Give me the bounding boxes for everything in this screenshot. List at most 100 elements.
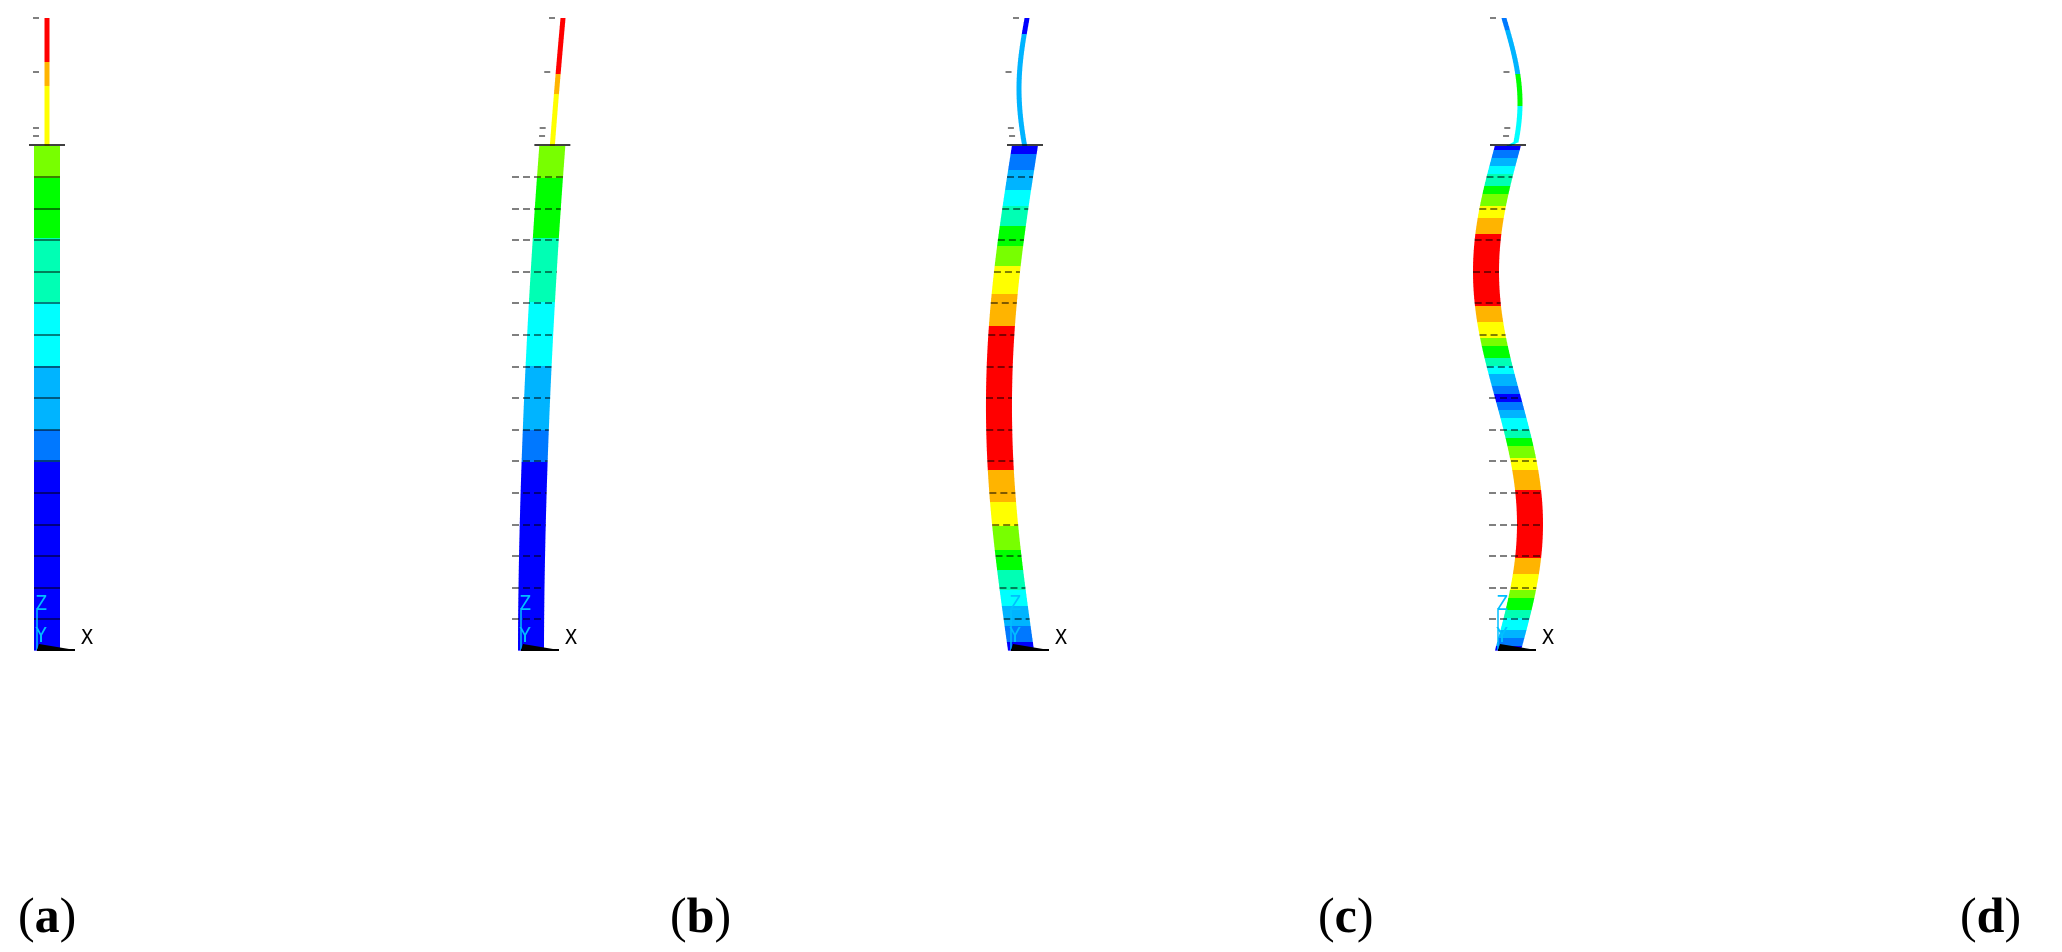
tower-segment: [34, 570, 60, 575]
tower-segment: [1493, 146, 1521, 151]
tower-segment: [1485, 362, 1513, 367]
tower-segment: [1016, 78, 1022, 83]
tower-segment: [558, 38, 564, 43]
tower-segment: [526, 350, 553, 355]
tower-segment: [986, 378, 1013, 383]
tower-segment: [1499, 414, 1527, 419]
tower-segment: [1513, 566, 1541, 571]
tower-segment: [532, 246, 559, 251]
tower-segment: [34, 418, 60, 423]
axis-label-z: Z: [1496, 591, 1508, 615]
tower-segment: [1018, 122, 1025, 127]
tower-segment: [34, 430, 60, 435]
tower-segment: [524, 394, 551, 399]
tower-segment: [992, 278, 1020, 283]
tower-segment: [1500, 418, 1528, 423]
tower-segment: [531, 262, 558, 267]
tower-segment: [527, 330, 554, 335]
tower-segment: [1477, 218, 1504, 223]
tower-segment: [1473, 250, 1500, 255]
tower-segment: [1502, 22, 1509, 27]
tower-segment: [1478, 330, 1506, 335]
tower-segment: [34, 322, 60, 327]
tower-segment: [44, 122, 50, 127]
tower-segment: [558, 34, 565, 39]
tower-segment: [1005, 182, 1033, 187]
tower-segment: [44, 70, 50, 75]
tower-segment: [1503, 26, 1511, 31]
tower-segment: [34, 442, 60, 447]
tower-segment: [531, 250, 559, 255]
tower-segment: [34, 494, 60, 499]
tower-segment: [34, 498, 60, 503]
tower-segment: [525, 354, 553, 359]
tower-segment: [1490, 382, 1518, 387]
tower-segment: [987, 346, 1014, 351]
tower-segment: [44, 46, 50, 51]
tower-segment: [519, 522, 546, 527]
tower-segment: [530, 266, 558, 271]
tower-segment: [988, 326, 1015, 331]
tower-segment: [988, 322, 1016, 327]
tower-segment: [559, 30, 565, 35]
tower-segment: [533, 226, 560, 231]
tower-segment: [1004, 190, 1032, 195]
tower-segment: [990, 510, 1018, 515]
tower-segment: [999, 226, 1026, 231]
tower-segment: [1510, 462, 1538, 467]
tower-segment: [34, 610, 60, 615]
tower-segment: [1505, 606, 1533, 611]
tower-segment: [1514, 558, 1542, 563]
tower-segment: [1475, 310, 1503, 315]
tower-segment: [34, 582, 60, 587]
tower-segment: [995, 254, 1023, 259]
tower-segment: [1508, 42, 1515, 47]
tower-segment: [553, 94, 559, 99]
tower-segment: [44, 30, 50, 35]
panel-d: ZY X: [1473, 17, 1554, 651]
tower-segment: [523, 402, 550, 407]
tower-segment: [518, 558, 545, 563]
tower-segment: [1016, 102, 1023, 107]
tower-segment: [986, 442, 1013, 447]
tower-segment: [554, 86, 560, 91]
tower-segment: [44, 118, 50, 123]
tower-segment: [536, 182, 563, 187]
tower-segment: [1504, 610, 1532, 615]
tower-segment: [1017, 106, 1023, 111]
tower-segment: [34, 386, 60, 391]
tower-segment: [522, 446, 549, 451]
tower-segment: [1516, 122, 1522, 127]
panel-label-a: (a): [18, 887, 76, 943]
tower-segment: [34, 338, 60, 343]
tower-segment: [1020, 38, 1027, 43]
tower-segment: [998, 582, 1026, 587]
tower-segment: [1515, 498, 1543, 503]
tower-segment: [518, 574, 545, 579]
tower-segment: [1489, 378, 1517, 383]
tower-segment: [34, 186, 60, 191]
tower-segment: [1018, 118, 1024, 123]
panel-label-d: (d): [1960, 887, 2021, 943]
tower-segment: [34, 562, 60, 567]
tower-segment: [1016, 94, 1022, 99]
tower-segment: [986, 418, 1013, 423]
tower-segment: [34, 434, 60, 439]
tower-segment: [1491, 154, 1519, 159]
tower-segment: [1020, 134, 1026, 139]
tower-segment: [34, 406, 60, 411]
tower-segment: [525, 358, 552, 363]
tower-segment: [44, 38, 50, 43]
tower-segment: [1482, 190, 1510, 195]
tower-segment: [34, 258, 60, 263]
tower-segment: [994, 262, 1022, 267]
tower-segment: [986, 438, 1013, 443]
x-axis-arrow: [37, 644, 75, 650]
tower-segment: [34, 226, 60, 231]
tower-segment: [1515, 546, 1543, 551]
tower-segment: [524, 378, 552, 383]
tower-segment: [551, 118, 557, 123]
tower-segment: [523, 398, 551, 403]
tower-segment: [1490, 158, 1518, 163]
tower-segment: [1512, 570, 1540, 575]
